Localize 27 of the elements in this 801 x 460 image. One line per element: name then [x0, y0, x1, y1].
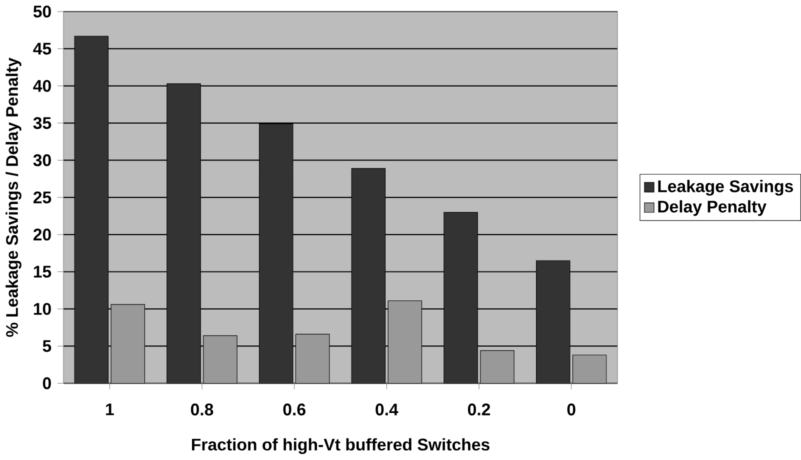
y-tick-label: 25 — [33, 192, 52, 204]
y-tick-label: 35 — [33, 117, 52, 130]
x-tick-label: 0.2 — [468, 404, 490, 416]
y-tick-label: 15 — [34, 266, 52, 278]
y-tick-label: 40 — [33, 80, 51, 92]
bar — [536, 260, 570, 384]
y-tick-label: 30 — [33, 154, 51, 166]
y-tick-label: 45 — [33, 43, 52, 55]
bar — [74, 36, 109, 384]
legend-label: Leakage Savings — [658, 180, 793, 196]
y-axis-title: % Leakage Savings / Delay Penalty — [6, 58, 22, 338]
y-tick-label: 10 — [34, 303, 51, 316]
y-tick-label: 50 — [33, 6, 51, 18]
x-axis-title: Fraction of high-Vt buffered Switches — [192, 438, 490, 454]
x-tick-label: 0 — [567, 404, 576, 416]
x-tick-label: 0.4 — [376, 404, 398, 416]
y-tick-label: 20 — [33, 228, 51, 241]
bar — [258, 124, 294, 384]
x-tick-label: 0.8 — [190, 404, 214, 416]
legend-label: Delay Penalty — [658, 200, 766, 216]
x-tick-label: 0.6 — [283, 404, 306, 416]
x-tick-label: 1 — [106, 404, 114, 416]
y-tick-label: 0 — [42, 378, 51, 390]
bar — [444, 212, 478, 384]
bar — [166, 84, 201, 384]
bar — [351, 168, 386, 384]
y-tick-label: 5 — [42, 340, 52, 352]
